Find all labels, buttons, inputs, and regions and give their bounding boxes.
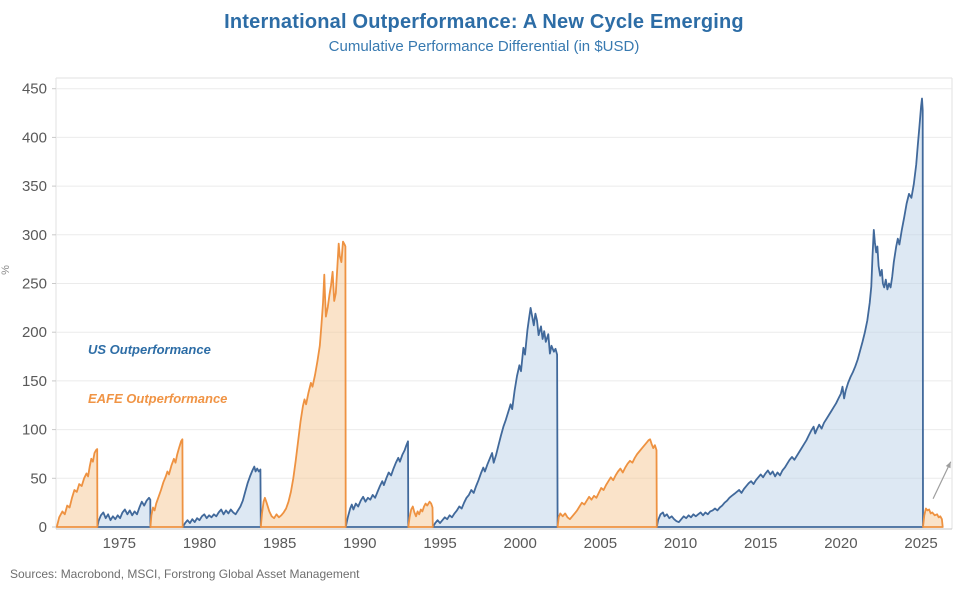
us-outperformance-area bbox=[655, 97, 924, 528]
y-tick-label: 400 bbox=[22, 129, 47, 146]
x-tick-label: 2020 bbox=[824, 535, 857, 552]
y-axis-unit-label: % bbox=[0, 265, 12, 275]
x-tick-label: 1980 bbox=[183, 535, 216, 552]
eafe-outperformance-area bbox=[407, 500, 434, 528]
legend-eafe-outperformance-label: EAFE Outperformance bbox=[88, 391, 228, 406]
y-tick-label: 200 bbox=[22, 324, 47, 341]
y-tick-label: 350 bbox=[22, 178, 47, 195]
trend-arrow-head bbox=[945, 461, 951, 469]
eafe-outperformance-area bbox=[922, 507, 944, 528]
x-tick-label: 2000 bbox=[504, 535, 537, 552]
legend-us-outperformance-label: US Outperformance bbox=[88, 342, 211, 357]
eafe-outperformance-area bbox=[149, 438, 184, 528]
trend-arrow bbox=[932, 461, 952, 500]
us-outperformance-area bbox=[181, 465, 262, 528]
y-tick-label: 100 bbox=[22, 422, 47, 439]
y-tick-label: 300 bbox=[22, 227, 47, 244]
us-outperformance-area bbox=[431, 307, 559, 528]
us-outperformance-area bbox=[344, 440, 410, 528]
x-tick-label: 1990 bbox=[343, 535, 376, 552]
x-tick-label: 2005 bbox=[584, 535, 617, 552]
chart-title: International Outperformance: A New Cycl… bbox=[224, 11, 744, 33]
x-tick-label: 1975 bbox=[103, 535, 136, 552]
x-tick-label: 1995 bbox=[423, 535, 456, 552]
chart-subtitle: Cumulative Performance Differential (in … bbox=[328, 38, 640, 55]
eafe-outperformance-area bbox=[259, 240, 347, 528]
x-tick-label: 2025 bbox=[904, 535, 937, 552]
x-tick-label: 1985 bbox=[263, 535, 296, 552]
sources-text: Sources: Macrobond, MSCI, Forstrong Glob… bbox=[10, 567, 360, 581]
eafe-outperformance-area bbox=[55, 448, 99, 528]
y-tick-label: 50 bbox=[30, 470, 47, 487]
y-tick-label: 0 bbox=[39, 519, 47, 536]
eafe-outperformance-area bbox=[556, 438, 658, 528]
us-outperformance-area bbox=[96, 496, 152, 528]
x-tick-label: 2010 bbox=[664, 535, 697, 552]
y-tick-label: 450 bbox=[22, 81, 47, 98]
y-tick-label: 250 bbox=[22, 276, 47, 293]
x-tick-label: 2015 bbox=[744, 535, 777, 552]
y-tick-label: 150 bbox=[22, 373, 47, 390]
